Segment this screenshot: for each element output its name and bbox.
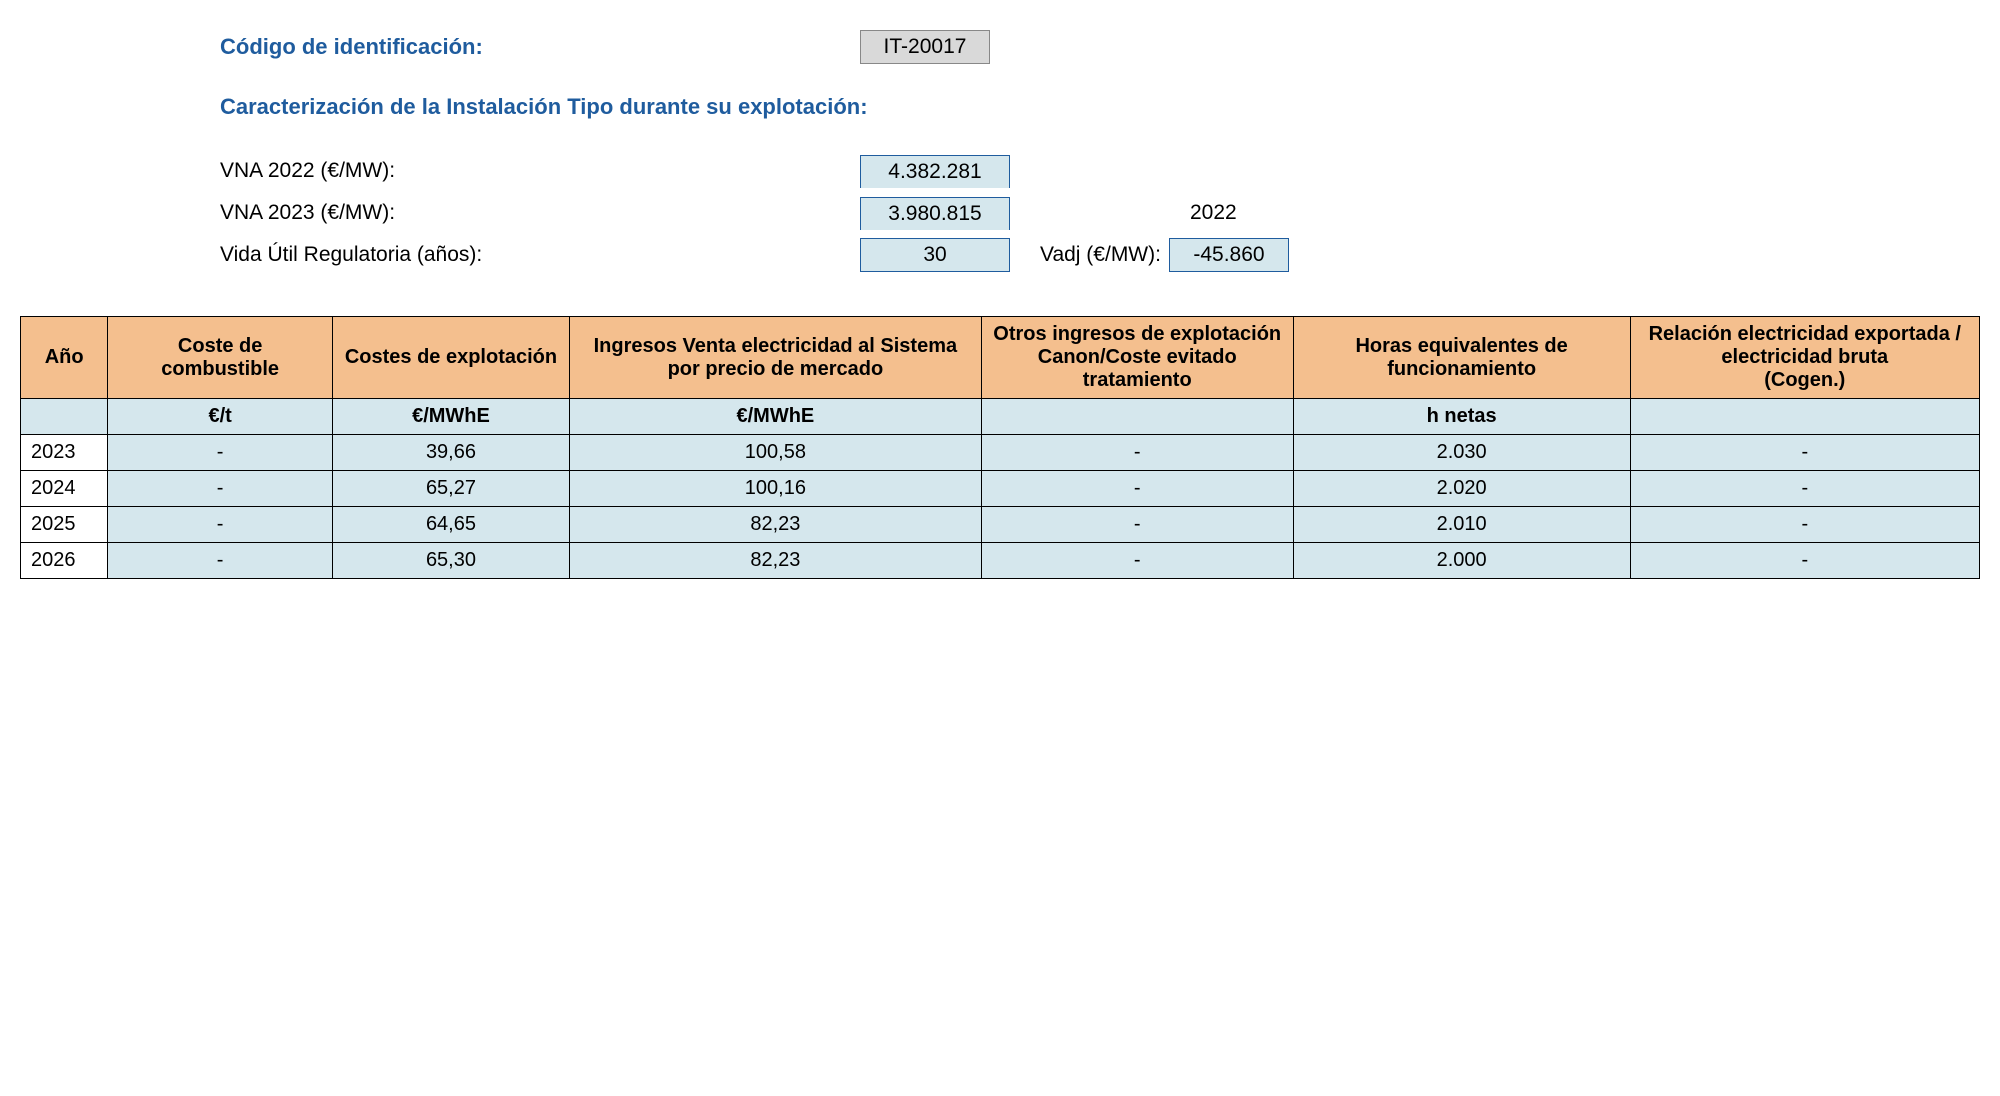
year-cell: 2025 xyxy=(21,507,108,543)
units-cell xyxy=(21,399,108,435)
table-column-header: Costes de explotación xyxy=(332,317,569,399)
table-header-row: AñoCoste de combustibleCostes de explota… xyxy=(21,317,1980,399)
table-column-header: Relación electricidad exportada / electr… xyxy=(1630,317,1979,399)
data-table: AñoCoste de combustibleCostes de explota… xyxy=(20,316,1980,579)
data-cell: - xyxy=(108,471,333,507)
data-cell: 39,66 xyxy=(332,435,569,471)
year-cell: 2024 xyxy=(21,471,108,507)
id-value-box: IT-20017 xyxy=(860,30,990,64)
vna2023-label: VNA 2023 (€/MW): xyxy=(220,201,860,225)
vna2022-label: VNA 2022 (€/MW): xyxy=(220,159,860,183)
year-cell: 2023 xyxy=(21,435,108,471)
units-cell: h netas xyxy=(1293,399,1630,435)
data-cell: 65,27 xyxy=(332,471,569,507)
units-cell xyxy=(1630,399,1979,435)
data-cell: 2.010 xyxy=(1293,507,1630,543)
units-cell xyxy=(981,399,1293,435)
data-cell: - xyxy=(108,543,333,579)
id-row: Código de identificación: IT-20017 xyxy=(220,30,1980,64)
table-column-header: Horas equivalentes de funcionamiento xyxy=(1293,317,1630,399)
vadj-value: -45.860 xyxy=(1169,238,1289,272)
data-cell: 100,58 xyxy=(570,435,982,471)
table-column-header: Coste de combustible xyxy=(108,317,333,399)
table-column-header: Otros ingresos de explotación Canon/Cost… xyxy=(981,317,1293,399)
data-cell: - xyxy=(108,435,333,471)
params-block: VNA 2022 (€/MW): 4.382.281 VNA 2023 (€/M… xyxy=(220,150,1980,276)
table-row: 2026-65,3082,23-2.000- xyxy=(21,543,1980,579)
data-cell: 2.030 xyxy=(1293,435,1630,471)
data-cell: - xyxy=(108,507,333,543)
id-label: Código de identificación: xyxy=(220,34,860,60)
units-cell: €/MWhE xyxy=(570,399,982,435)
header-section: Código de identificación: IT-20017 Carac… xyxy=(220,30,1980,276)
data-cell: 65,30 xyxy=(332,543,569,579)
data-cell: - xyxy=(981,507,1293,543)
vadj-label: Vadj (€/MW): xyxy=(1040,243,1161,267)
data-cell: 2.020 xyxy=(1293,471,1630,507)
vna2023-value: 3.980.815 xyxy=(860,197,1010,230)
data-cell: - xyxy=(1630,543,1979,579)
data-cell: - xyxy=(981,471,1293,507)
vida-label: Vida Útil Regulatoria (años): xyxy=(220,243,860,267)
data-cell: 64,65 xyxy=(332,507,569,543)
year-ref: 2022 xyxy=(1190,201,1237,225)
year-cell: 2026 xyxy=(21,543,108,579)
table-row: 2024-65,27100,16-2.020- xyxy=(21,471,1980,507)
data-cell: - xyxy=(1630,471,1979,507)
data-cell: 2.000 xyxy=(1293,543,1630,579)
vida-value: 30 xyxy=(860,238,1010,272)
units-row: €/t€/MWhE€/MWhEh netas xyxy=(21,399,1980,435)
table-row: 2023-39,66100,58-2.030- xyxy=(21,435,1980,471)
data-cell: - xyxy=(1630,435,1979,471)
units-cell: €/MWhE xyxy=(332,399,569,435)
data-cell: 82,23 xyxy=(570,507,982,543)
table-column-header: Año xyxy=(21,317,108,399)
data-cell: - xyxy=(1630,507,1979,543)
table-row: 2025-64,6582,23-2.010- xyxy=(21,507,1980,543)
data-cell: - xyxy=(981,435,1293,471)
data-cell: 82,23 xyxy=(570,543,982,579)
data-cell: - xyxy=(981,543,1293,579)
data-cell: 100,16 xyxy=(570,471,982,507)
units-cell: €/t xyxy=(108,399,333,435)
table-column-header: Ingresos Venta electricidad al Sistema p… xyxy=(570,317,982,399)
vna2022-value: 4.382.281 xyxy=(860,155,1010,188)
subheading: Caracterización de la Instalación Tipo d… xyxy=(220,94,1980,120)
